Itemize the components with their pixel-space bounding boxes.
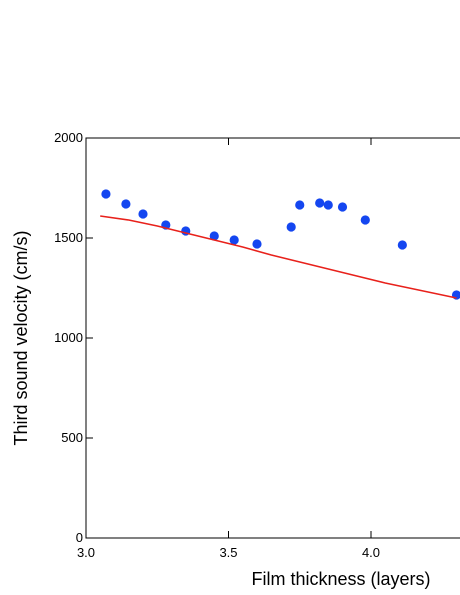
y-tick-label: 1000 — [54, 330, 83, 345]
data-point — [101, 189, 111, 199]
data-point — [315, 198, 325, 208]
data-point — [360, 215, 370, 225]
fit-curve — [100, 215, 457, 299]
data-point — [229, 235, 239, 245]
data-point — [286, 222, 296, 232]
x-tick-label: 3.0 — [77, 545, 95, 560]
data-point — [121, 199, 131, 209]
y-tick-label: 500 — [61, 430, 83, 445]
data-point — [295, 200, 305, 210]
x-tick-label: 4.0 — [362, 545, 380, 560]
x-tick-label: 3.5 — [219, 545, 237, 560]
x-axis-title: Film thickness (layers) — [251, 569, 430, 589]
data-point — [252, 239, 262, 249]
data-series — [100, 189, 460, 300]
y-tick-label: 0 — [76, 530, 83, 545]
data-point — [138, 209, 148, 219]
y-axis-title: Third sound velocity (cm/s) — [11, 230, 31, 445]
data-point — [397, 240, 407, 250]
y-tick-label: 2000 — [54, 130, 83, 145]
data-point — [209, 231, 219, 241]
axis-ticks — [85, 137, 372, 539]
y-tick-label: 1500 — [54, 230, 83, 245]
data-point — [323, 200, 333, 210]
data-point — [337, 202, 348, 212]
plot-frame — [85, 137, 460, 539]
axis-tick-labels: 0 500 1000 1500 2000 3.0 3.5 4.0 — [54, 130, 380, 560]
